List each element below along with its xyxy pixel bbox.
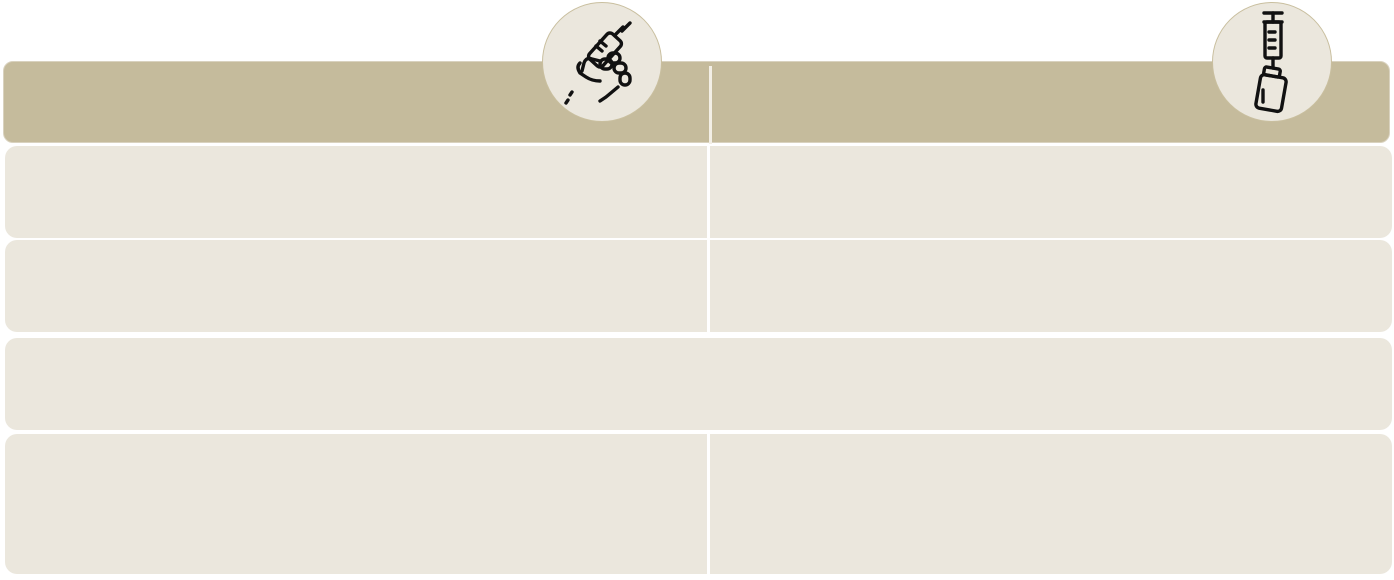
table-row	[5, 434, 1392, 574]
row-4-left-cell	[5, 434, 707, 574]
row-2-left-cell	[5, 240, 707, 332]
row-3-full-cell	[5, 338, 1392, 430]
column-divider	[707, 240, 710, 332]
row-2-right-cell	[710, 240, 1392, 332]
row-1-right-cell	[710, 146, 1392, 238]
column-divider	[707, 146, 710, 238]
table-row	[5, 240, 1392, 332]
table-row-full-width	[5, 338, 1392, 430]
column-divider	[707, 434, 710, 574]
row-1-left-cell	[5, 146, 707, 238]
header-divider	[709, 66, 712, 144]
syringe-and-vial-icon	[1212, 2, 1332, 122]
hand-holding-syringe-icon	[542, 2, 662, 122]
table-row	[5, 146, 1392, 238]
table-header	[3, 61, 1390, 144]
row-4-right-cell	[710, 434, 1392, 574]
